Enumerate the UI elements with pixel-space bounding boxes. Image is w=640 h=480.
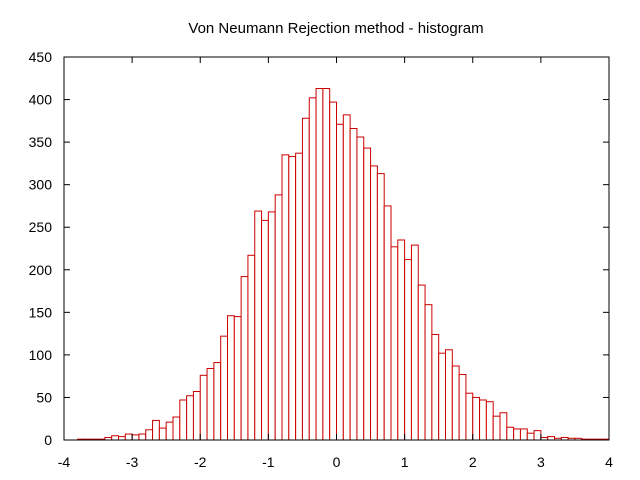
histogram-bar	[329, 101, 338, 441]
histogram-bar	[281, 154, 290, 441]
histogram-bar	[465, 392, 474, 441]
histogram-bar	[431, 333, 440, 441]
histogram-bar	[118, 436, 126, 441]
histogram-bar	[192, 390, 201, 441]
histogram-bar	[397, 239, 406, 441]
histogram-bar	[445, 349, 453, 441]
histogram-bar	[390, 246, 399, 441]
x-tick-label: -2	[194, 454, 207, 470]
histogram-bar	[111, 435, 120, 441]
histogram-bar	[213, 362, 222, 441]
histogram-bar	[179, 399, 188, 441]
histogram-bar	[295, 152, 303, 441]
y-tick-label: 0	[44, 432, 52, 448]
chart-title: Von Neumann Rejection method - histogram	[188, 20, 483, 37]
histogram-bar	[267, 211, 276, 441]
histogram-bar	[227, 315, 235, 441]
histogram-bar	[315, 87, 324, 441]
histogram-bar	[274, 194, 283, 441]
x-tick-label: -1	[262, 454, 275, 470]
histogram-bar	[383, 205, 392, 441]
histogram-bar	[240, 276, 249, 441]
histogram-bar	[308, 97, 317, 441]
histogram-bar	[404, 259, 412, 441]
histogram-bar	[288, 156, 297, 441]
histogram-bar	[199, 374, 208, 441]
bars-group	[77, 87, 610, 441]
histogram-bar	[519, 428, 528, 441]
histogram-bar	[342, 114, 351, 441]
axes-group: -4 -3 -2 -1 0 1 2 3 4 0 50 100 150 200 250 300 350 400 450	[29, 49, 613, 470]
histogram-bar	[165, 421, 174, 441]
histogram-bar	[172, 416, 181, 441]
histogram-bar	[472, 396, 481, 441]
histogram-bar	[158, 427, 167, 441]
y-tick-label: 300	[29, 177, 53, 193]
histogram-bar	[424, 304, 433, 441]
histogram-bar	[138, 433, 147, 441]
histogram-bar	[301, 117, 310, 441]
histogram-bar	[479, 399, 487, 441]
y-tick-label: 450	[29, 49, 53, 65]
histogram-bar	[547, 436, 556, 441]
histogram-bar	[152, 419, 160, 441]
y-tick-label: 350	[29, 134, 53, 150]
x-tick-label: -3	[126, 454, 139, 470]
x-tick-label: 0	[333, 454, 341, 470]
x-tick-label: -4	[58, 454, 71, 470]
histogram-bar	[458, 373, 467, 441]
histogram-bar	[131, 434, 140, 441]
histogram-bar	[261, 219, 269, 441]
x-tick-label: 3	[537, 454, 545, 470]
y-tick-label: 50	[36, 389, 52, 405]
histogram-bar	[533, 430, 542, 441]
histogram-bar	[499, 412, 508, 441]
y-tick-label: 400	[29, 92, 53, 108]
histogram-bar	[145, 429, 154, 441]
histogram-bar	[485, 401, 494, 441]
x-tick-label: 1	[401, 454, 409, 470]
histogram-bar	[349, 127, 358, 441]
histogram-bar	[206, 368, 215, 441]
histogram-bar	[322, 87, 331, 441]
y-tick-label: 100	[29, 347, 53, 363]
histogram-bar	[492, 415, 501, 441]
histogram-bar	[438, 352, 447, 441]
histogram-bar	[417, 284, 426, 441]
histogram-bar	[186, 395, 194, 441]
histogram-bar	[363, 147, 372, 441]
histogram-bar	[336, 123, 344, 441]
histogram-bar	[376, 173, 385, 441]
histogram-bar	[526, 432, 535, 441]
histogram-bar	[410, 244, 419, 441]
histogram-bar	[513, 428, 521, 441]
histogram-bar	[506, 426, 515, 441]
histogram-bar	[233, 316, 242, 441]
histogram-bar	[370, 165, 378, 441]
histogram-bar	[247, 254, 256, 441]
histogram-bar	[254, 210, 263, 441]
y-tick-label: 150	[29, 304, 53, 320]
histogram-bar	[356, 136, 365, 441]
y-tick-label: 250	[29, 219, 53, 235]
x-tick-label: 2	[469, 454, 477, 470]
histogram-bar	[124, 433, 133, 441]
histogram-bar	[220, 335, 229, 441]
histogram-bar	[451, 365, 460, 441]
y-tick-label: 200	[29, 262, 53, 278]
x-tick-label: 4	[605, 454, 613, 470]
